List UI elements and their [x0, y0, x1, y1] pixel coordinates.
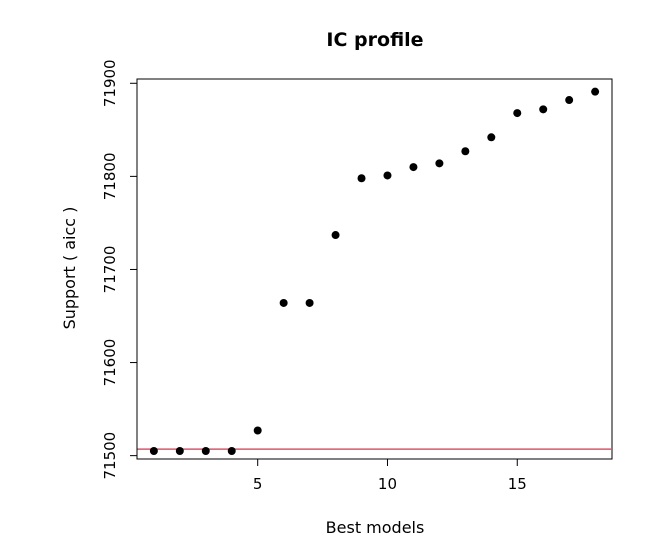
x-tick-label: 15 [508, 475, 527, 493]
data-point [513, 109, 522, 118]
data-point [539, 105, 548, 114]
data-point [565, 96, 574, 105]
plot-area [136, 78, 613, 460]
x-axis: 5 10 15 [253, 458, 527, 493]
y-tick-label: 71700 [101, 246, 119, 294]
data-point [591, 87, 600, 96]
y-tick-label: 71600 [101, 339, 119, 387]
data-point [227, 446, 236, 455]
data-point [175, 446, 184, 455]
x-axis-label: Best models [326, 518, 425, 537]
data-point [331, 231, 340, 240]
data-point [149, 446, 158, 455]
y-tick-label: 71500 [101, 432, 119, 480]
data-point [409, 163, 418, 172]
y-tick-label: 71800 [101, 153, 119, 201]
data-point [487, 133, 496, 142]
data-point [201, 446, 210, 455]
data-point [279, 298, 288, 307]
data-point [461, 147, 470, 156]
y-axis: 71500 71600 71700 71800 71900 [101, 59, 138, 480]
x-tick-label: 10 [378, 475, 397, 493]
y-tick-label: 71900 [101, 59, 119, 107]
y-axis-label: Support ( aicc ) [60, 207, 79, 330]
data-point [253, 426, 262, 435]
plot-border [136, 78, 613, 460]
chart-title: IC profile [326, 29, 423, 51]
data-point [383, 171, 392, 180]
data-point [305, 298, 314, 307]
data-point [357, 174, 366, 183]
data-point [435, 159, 444, 168]
data-points [149, 87, 600, 455]
x-tick-label: 5 [253, 475, 263, 493]
